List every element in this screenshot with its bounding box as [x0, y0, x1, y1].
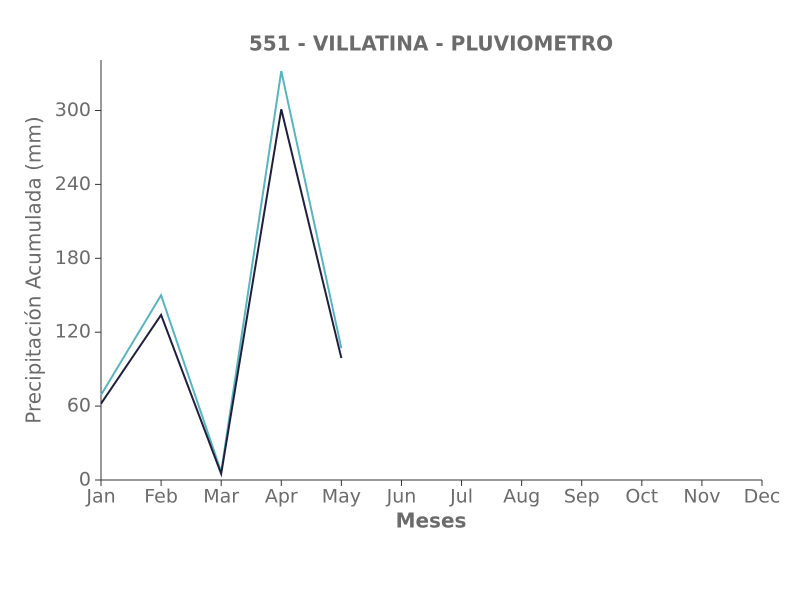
x-tick-label: Oct — [625, 486, 658, 508]
y-tick-label: 0 — [79, 469, 91, 491]
x-tick-label: Jan — [85, 486, 115, 508]
y-axis-label: Precipitación Acumulada (mm) — [22, 116, 46, 423]
y-tick-label: 60 — [67, 395, 91, 417]
x-tick-label: Dec — [744, 486, 781, 508]
series-line — [100, 70, 343, 473]
y-tick-label: 240 — [55, 173, 91, 195]
x-tick-label: Mar — [203, 486, 239, 508]
x-tick-label: Apr — [265, 486, 298, 508]
x-tick-label: Aug — [503, 486, 540, 508]
x-tick-label: Jun — [386, 486, 417, 508]
x-tick-label: Sep — [564, 486, 600, 508]
x-tick-label: Feb — [144, 486, 178, 508]
x-tick-label: Jul — [449, 486, 473, 508]
y-tick-label: 300 — [55, 99, 91, 121]
y-tick-label: 120 — [55, 321, 91, 343]
y-tick-label: 180 — [55, 247, 91, 269]
chart-title: 551 - VILLATINA - PLUVIOMETRO — [249, 32, 613, 56]
x-tick-label: Nov — [683, 486, 720, 508]
series-line — [100, 109, 343, 478]
x-axis-label: Meses — [396, 509, 467, 533]
x-tick-label: May — [322, 486, 361, 508]
